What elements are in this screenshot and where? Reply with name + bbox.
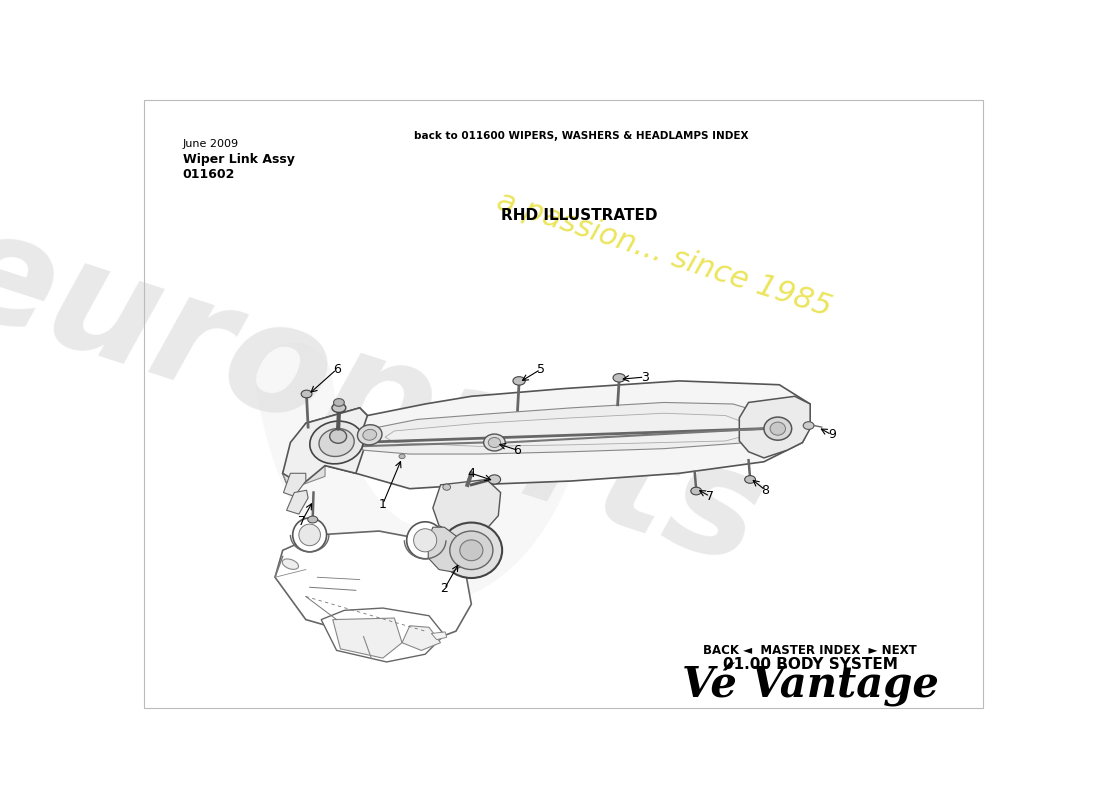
Text: 6: 6 <box>332 363 341 376</box>
Text: 011602: 011602 <box>183 168 235 181</box>
Polygon shape <box>433 479 500 535</box>
Text: 7: 7 <box>298 514 306 527</box>
Ellipse shape <box>358 425 382 445</box>
Ellipse shape <box>440 522 503 578</box>
Circle shape <box>299 524 320 546</box>
Circle shape <box>414 529 437 552</box>
Text: 5: 5 <box>537 363 544 376</box>
Text: back to 011600 WIPERS, WASHERS & HEADLAMPS INDEX: back to 011600 WIPERS, WASHERS & HEADLAM… <box>414 131 749 141</box>
Circle shape <box>293 518 327 552</box>
Ellipse shape <box>308 516 318 523</box>
Polygon shape <box>356 402 772 454</box>
Ellipse shape <box>330 430 346 443</box>
Text: 3: 3 <box>640 370 649 383</box>
Ellipse shape <box>363 430 376 440</box>
Text: RHD ILLUSTRATED: RHD ILLUSTRATED <box>500 208 658 223</box>
Text: 1: 1 <box>378 498 387 510</box>
Ellipse shape <box>513 377 526 385</box>
Ellipse shape <box>443 484 451 490</box>
Text: 7: 7 <box>706 490 714 503</box>
Ellipse shape <box>283 559 298 570</box>
Text: 4: 4 <box>468 467 475 480</box>
Ellipse shape <box>460 540 483 561</box>
Ellipse shape <box>803 422 814 430</box>
Polygon shape <box>283 381 810 493</box>
Circle shape <box>407 522 443 558</box>
Text: June 2009: June 2009 <box>183 138 239 149</box>
Polygon shape <box>283 408 367 485</box>
Ellipse shape <box>691 487 702 495</box>
Ellipse shape <box>319 429 354 457</box>
Ellipse shape <box>450 531 493 570</box>
Polygon shape <box>428 527 465 572</box>
Polygon shape <box>431 632 447 640</box>
Polygon shape <box>275 531 472 642</box>
Ellipse shape <box>399 454 405 458</box>
Polygon shape <box>403 626 440 650</box>
Text: 6: 6 <box>514 444 521 457</box>
Ellipse shape <box>484 434 505 451</box>
Ellipse shape <box>488 438 501 447</box>
Text: BACK ◄  MASTER INDEX  ► NEXT: BACK ◄ MASTER INDEX ► NEXT <box>703 644 917 657</box>
Text: 01.00 BODY SYSTEM: 01.00 BODY SYSTEM <box>723 657 898 672</box>
Ellipse shape <box>763 417 792 440</box>
Text: 8: 8 <box>761 484 770 497</box>
Ellipse shape <box>301 390 312 398</box>
Ellipse shape <box>333 398 344 406</box>
Polygon shape <box>321 608 444 662</box>
Polygon shape <box>739 396 810 458</box>
Ellipse shape <box>770 422 785 435</box>
Polygon shape <box>332 618 403 658</box>
Ellipse shape <box>332 403 345 413</box>
Ellipse shape <box>488 475 501 484</box>
Text: Wiper Link Assy: Wiper Link Assy <box>183 153 295 166</box>
Polygon shape <box>385 414 752 446</box>
Polygon shape <box>286 490 308 514</box>
Ellipse shape <box>613 374 625 382</box>
Text: europarts: europarts <box>0 195 781 598</box>
Polygon shape <box>284 474 306 496</box>
Text: Vé Vantage: Vé Vantage <box>682 663 938 707</box>
Ellipse shape <box>745 476 756 483</box>
Text: a passion... since 1985: a passion... since 1985 <box>493 186 835 322</box>
Ellipse shape <box>310 421 363 464</box>
Polygon shape <box>283 466 326 493</box>
Text: 2: 2 <box>440 582 449 595</box>
Text: 9: 9 <box>828 428 836 442</box>
